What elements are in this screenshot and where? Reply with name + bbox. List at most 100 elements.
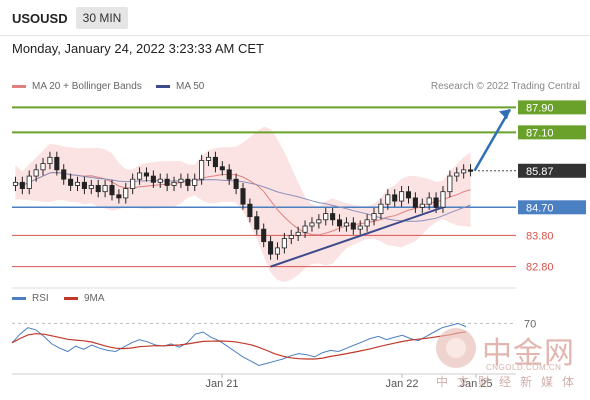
candle-body [385,194,391,205]
candle-body [143,172,150,177]
candle [74,176,81,192]
candle [447,170,453,198]
candle [205,151,212,167]
level-badge-87.10 [518,125,586,140]
candle [323,207,329,226]
candle-body [212,156,218,168]
candle-body [268,241,274,255]
candle-body [130,178,136,189]
candle-body [219,166,225,171]
candle-body [323,213,329,221]
candle [150,170,156,188]
candle-body [164,178,170,186]
level-label-85.87: 85.87 [526,166,554,178]
candle-body [440,191,446,208]
candle-body [54,156,60,171]
candle-body [433,197,439,208]
candle-body [426,197,432,205]
candle [426,192,432,210]
candle-body [109,185,115,196]
candle [54,151,60,176]
candle [440,186,446,213]
watermark-subtitle: 中文财经新媒体 [436,375,584,389]
candle [81,176,87,195]
candle [378,198,384,220]
chart-datetime: Monday, January 24, 2022 3:23:33 AM CET [12,41,264,56]
rsi-label: RSI [32,293,49,304]
candle-body [247,203,253,218]
candle-body [233,178,239,189]
level-label-87.90: 87.90 [526,102,554,114]
projection-arrow-line [473,108,512,172]
candle-body [199,160,205,180]
ma20-label: MA 20 + Bollinger Bands [32,81,142,92]
candle-body [40,163,46,171]
legend-ma20: MA 20 + Bollinger Bands [12,81,142,92]
candle-body [61,169,67,180]
candle-body [205,156,212,161]
candle-body [12,181,18,186]
candle-body [316,219,322,224]
candle [233,173,239,195]
watermark-url: CNGOLD.COM.CN [486,363,562,372]
x-tick-label: Jan 21 [205,378,238,390]
candle [137,167,143,185]
candle-body [254,216,260,230]
candle-body [309,222,315,227]
candle [40,157,46,176]
candle-body [88,185,94,189]
candle [26,170,32,195]
candle-body [33,169,39,177]
candle-body [399,191,405,202]
rsi-panel: 70 Jan 21 Jan 22 Jan 25 [11,318,536,390]
candle-body [274,247,281,255]
symbol-label: USOUSD [12,11,68,26]
price-panel: 87.90 87.10 85.87 84.70 83.80 82.80 [12,100,586,289]
candle [116,189,122,204]
candle [109,179,115,201]
candle [357,220,363,235]
candle [461,164,467,179]
ma50-swatch [156,85,170,88]
candle-body [461,169,467,174]
candle-body [405,191,412,199]
candle [212,151,218,173]
candle [192,173,198,192]
candle [219,161,225,176]
candle-body [364,219,370,227]
x-tick-label: Jan 25 [459,378,492,390]
candle [295,226,301,242]
rsi-swatch [12,297,26,300]
candle [364,214,370,232]
level-label-87.10: 87.10 [526,127,554,139]
candle-body [19,181,25,189]
candle-body [68,178,74,186]
copyright-note: Research © 2022 Trading Central [430,81,580,92]
candle [199,154,205,185]
ma50-label: MA 50 [176,81,205,92]
candle-body [392,194,398,202]
candle-body [157,178,163,183]
timeframe-badge[interactable]: 30 MIN [76,7,128,29]
ma20-line [15,171,471,236]
level-badge-87.90 [518,100,586,115]
candle-body [150,175,156,183]
candle [419,198,425,213]
candle-body [226,169,232,180]
candle-body [95,185,101,193]
candle [316,214,322,229]
candle-body [454,172,460,177]
candle [47,151,53,170]
candle-body [288,235,294,239]
candle-body [47,156,53,164]
candle-body [116,194,122,199]
candle [102,179,108,198]
level-label-83.80: 83.80 [526,230,554,242]
rsi-ma-swatch [64,297,78,300]
level-label-84.70: 84.70 [526,202,554,214]
trend-line [270,206,444,268]
x-tick-label: Jan 22 [385,378,418,390]
candle [405,186,412,204]
candle-body [185,178,191,186]
candle [412,192,418,213]
